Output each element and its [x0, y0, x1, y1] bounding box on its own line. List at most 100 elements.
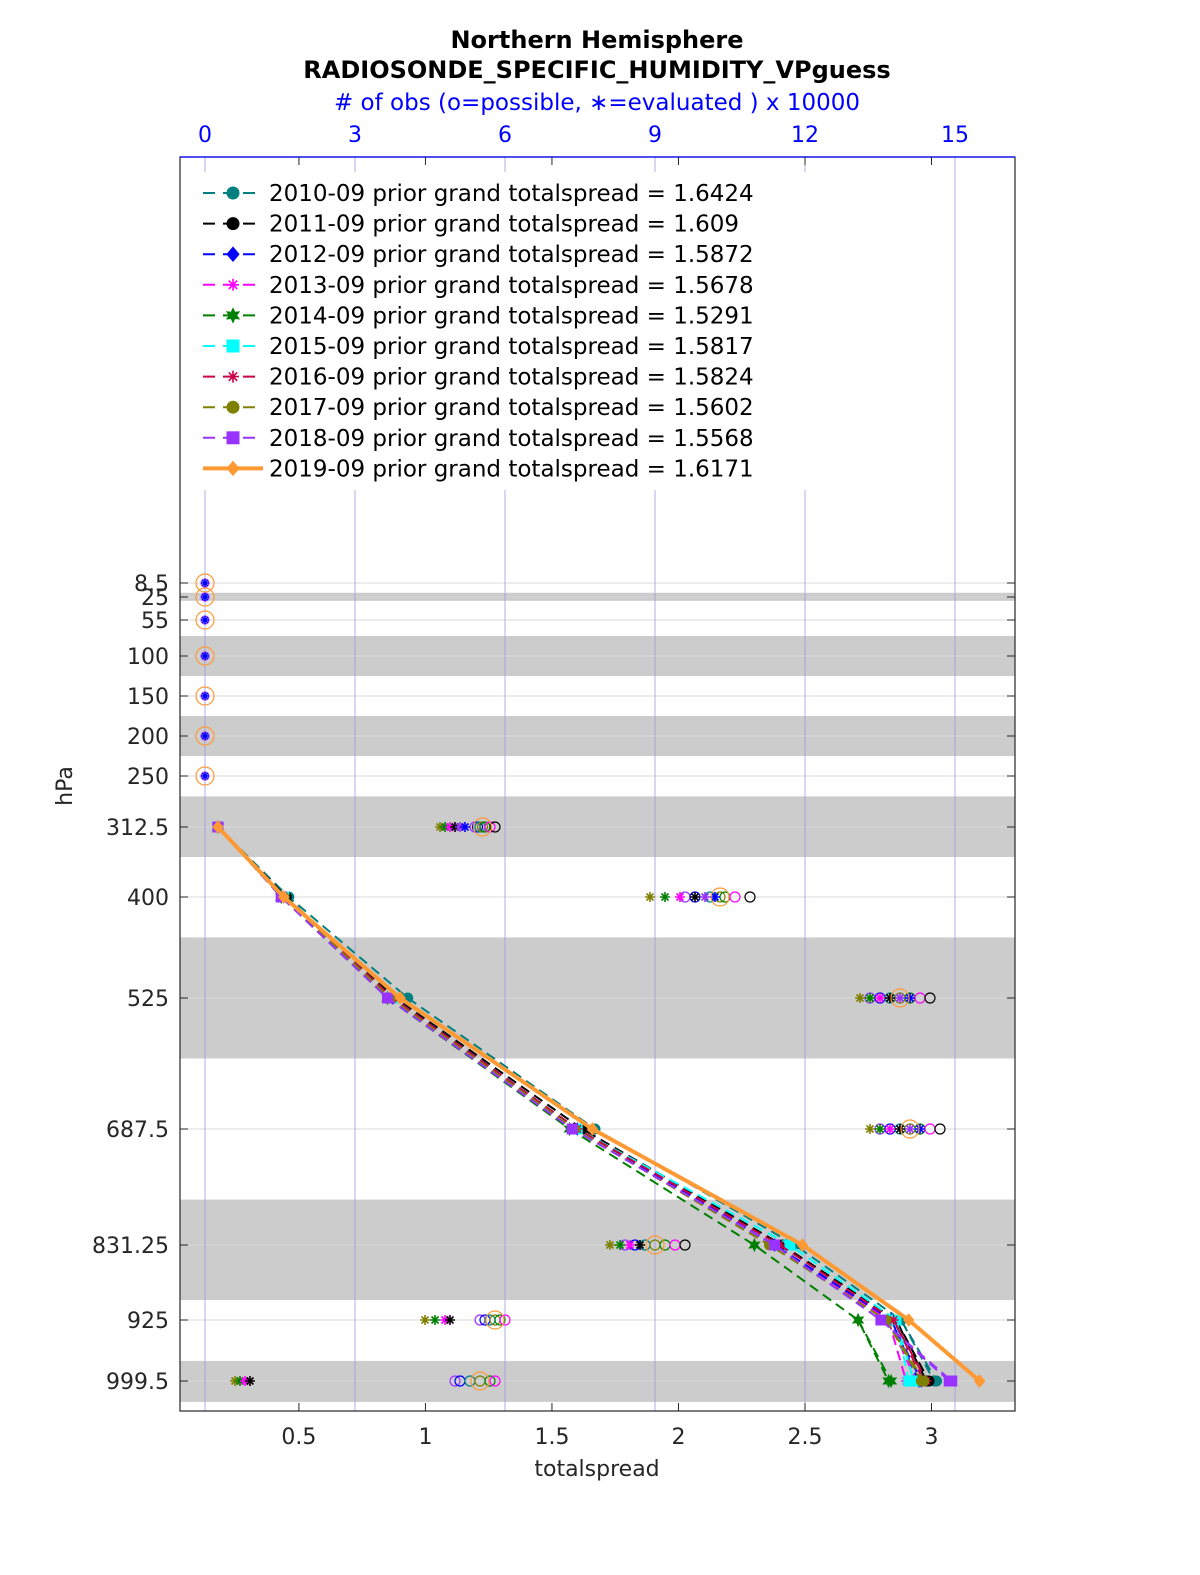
legend-label-9: 2019-09 prior grand totalspread = 1.6171	[269, 456, 754, 482]
y-tick-label-9: 525	[127, 987, 169, 1012]
obs-possible-2019-2	[890, 988, 910, 1008]
obs-evaluated-2-4	[895, 993, 905, 1003]
shaded-layer-5	[180, 1199, 1015, 1300]
obs-possible-upper-2	[195, 610, 215, 630]
obs-evaluated-1-4	[700, 892, 710, 902]
gridlines	[180, 157, 1015, 1411]
legend-marker-1	[226, 217, 240, 231]
series-point-9-0	[212, 820, 224, 834]
obs-evaluated-2-0	[855, 993, 865, 1003]
obs-evaluated-3-2	[885, 1124, 895, 1134]
legend-marker-5	[226, 339, 240, 353]
obs-evaluated-4-3	[635, 1240, 645, 1250]
series-tail-6	[892, 1319, 928, 1382]
x-tick-label-3: 2	[671, 1425, 685, 1450]
obs-possible-2-6	[924, 992, 936, 1004]
y-tick-label-7: 312.5	[106, 816, 169, 841]
y-tick-label-13: 999.5	[106, 1370, 169, 1395]
series-lines	[211, 819, 986, 1389]
x-axis-ticks: 0.5 1 1.5 2 2.5 3	[281, 157, 939, 1450]
series-point-6-5	[888, 1315, 899, 1325]
obs-possible-6-0	[449, 1375, 461, 1387]
obs-evaluated-6-3	[245, 1376, 255, 1386]
x-tick-label-1: 1	[418, 1425, 432, 1450]
obs-evaluated-1-0	[645, 892, 655, 902]
top-tick-label-4: 12	[791, 123, 819, 148]
top-tick-label-2: 6	[498, 123, 512, 148]
y-tick-label-0: 8.5	[134, 572, 169, 597]
series-tail-7	[885, 1319, 925, 1382]
top-axis-label: # of obs (o=possible, ∗=evaluated ) x 10…	[334, 90, 860, 116]
chart-title: Northern Hemisphere	[450, 26, 743, 54]
obs-possible-5-4	[494, 1314, 506, 1326]
obs-evaluated-3-0	[865, 1124, 875, 1134]
x-axis-label: totalspread	[534, 1457, 659, 1482]
obs-evaluated-4-1	[615, 1240, 625, 1250]
obs-evaluated-3-4	[905, 1124, 915, 1134]
legend-label-7: 2017-09 prior grand totalspread = 1.5602	[269, 395, 754, 421]
top-axis-ticks: 0 3 6 9 12 15	[198, 123, 969, 148]
obs-possible-2019-1	[710, 887, 730, 907]
obs-evaluated-2-1	[865, 993, 875, 1003]
obs-possible-2019-5	[485, 1310, 505, 1330]
obs-evaluated-2-5	[905, 993, 915, 1003]
obs-evaluated-2-2	[875, 993, 885, 1003]
x-tick-label-2: 1.5	[534, 1425, 569, 1450]
series-point-8-3	[566, 1123, 578, 1135]
series-point-4-5	[851, 1312, 865, 1328]
y-tick-label-11: 831.25	[92, 1234, 169, 1259]
series-tail-2	[890, 1319, 923, 1382]
series-point-4-4	[748, 1237, 761, 1253]
obs-possible-upper-5	[195, 726, 215, 746]
y-axis-label: hPa	[53, 766, 78, 806]
chart-subtitle: RADIOSONDE_SPECIFIC_HUMIDITY_VPguess	[303, 56, 890, 84]
x-tick-label-5: 3	[925, 1425, 939, 1450]
obs-possible-upper-4	[195, 686, 215, 706]
legend-marker-7	[226, 400, 240, 414]
top-tick-label-5: 15	[941, 123, 969, 148]
series-point-9-1	[278, 890, 290, 904]
obs-evaluated-0-5	[460, 822, 470, 832]
obs-evaluated-3-3	[895, 1124, 905, 1134]
series-point-8-4	[769, 1239, 781, 1251]
obs-evaluated-upper-6	[201, 772, 209, 780]
obs-evaluated-1-2	[675, 892, 685, 902]
legend-label-6: 2016-09 prior grand totalspread = 1.5824	[269, 365, 754, 391]
series-point-8-5	[875, 1314, 887, 1326]
obs-possible-6-4	[484, 1375, 496, 1387]
series-point-9-2	[394, 991, 406, 1005]
obs-evaluated-upper-1	[201, 593, 209, 601]
obs-possible-2019-4	[645, 1235, 665, 1255]
legend: 2010-09 prior grand totalspread = 1.6424…	[203, 181, 754, 482]
legend-marker-3	[227, 278, 239, 291]
obs-evaluated-5-3	[445, 1315, 455, 1325]
top-tick-label-1: 3	[348, 123, 362, 148]
legend-marker-9	[226, 460, 240, 477]
obs-possible-1-6	[744, 891, 756, 903]
obs-evaluated-3-5	[915, 1124, 925, 1134]
series-9	[212, 820, 986, 1388]
legend-marker-0	[226, 186, 240, 200]
obs-possible-6-5	[489, 1375, 501, 1387]
obs-evaluated-2-3	[885, 993, 895, 1003]
legend-label-2: 2012-09 prior grand totalspread = 1.5872	[269, 242, 754, 268]
obs-possible-2019-3	[900, 1119, 920, 1139]
obs-possible-2019-0	[472, 817, 493, 837]
obs-possible-3-6	[934, 1123, 946, 1135]
obs-evaluated-upper-2	[201, 616, 209, 624]
y-tick-label-4: 150	[127, 685, 169, 710]
y-tick-label-5: 200	[127, 725, 169, 750]
legend-label-0: 2010-09 prior grand totalspread = 1.6424	[269, 181, 754, 207]
legend-label-5: 2015-09 prior grand totalspread = 1.5817	[269, 334, 754, 360]
series-tail-4	[857, 1319, 892, 1382]
obs-evaluated-5-1	[430, 1315, 440, 1325]
y-tick-label-12: 925	[127, 1309, 169, 1334]
obs-evaluated-1-5	[710, 892, 720, 902]
obs-possible-1-5	[729, 891, 741, 903]
obs-possible-2019-6	[470, 1371, 490, 1391]
series-tail-3	[887, 1319, 908, 1382]
series-surface-point-9	[973, 1374, 986, 1388]
legend-marker-8	[226, 431, 240, 445]
